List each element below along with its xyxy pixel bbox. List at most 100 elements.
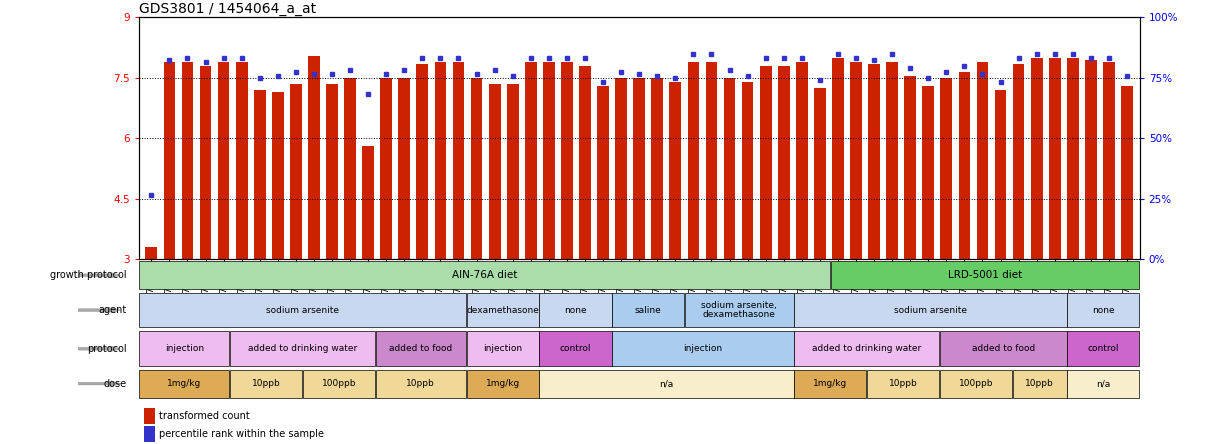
Bar <box>362 147 374 259</box>
Bar <box>867 370 939 397</box>
Bar <box>778 66 790 259</box>
Text: 100ppb: 100ppb <box>322 379 356 388</box>
Bar <box>597 86 609 259</box>
Text: GDS3801 / 1454064_a_at: GDS3801 / 1454064_a_at <box>139 2 316 16</box>
Bar <box>995 90 1007 259</box>
Text: none: none <box>1091 305 1114 315</box>
Bar <box>633 78 645 259</box>
Bar <box>230 331 375 366</box>
Bar <box>941 78 953 259</box>
Bar <box>615 78 627 259</box>
Bar <box>1067 331 1140 366</box>
Bar <box>613 293 684 328</box>
Bar <box>230 370 303 397</box>
Bar <box>1013 370 1066 397</box>
Text: 1mg/kg: 1mg/kg <box>486 379 520 388</box>
Text: dose: dose <box>104 379 127 388</box>
Bar <box>344 78 356 259</box>
Bar <box>139 370 229 397</box>
Bar <box>868 63 880 259</box>
Text: control: control <box>560 344 591 353</box>
Text: 10ppb: 10ppb <box>889 379 918 388</box>
Bar <box>507 84 519 259</box>
Text: sodium arsenite,
dexamethasone: sodium arsenite, dexamethasone <box>702 301 777 320</box>
Bar <box>651 78 663 259</box>
Bar <box>434 62 446 259</box>
Bar <box>886 62 898 259</box>
Bar <box>289 84 302 259</box>
Bar <box>724 78 736 259</box>
Bar <box>742 82 754 259</box>
Bar <box>939 331 1066 366</box>
Text: 10ppb: 10ppb <box>406 379 435 388</box>
Bar <box>923 86 935 259</box>
Text: protocol: protocol <box>87 344 127 354</box>
Text: added to drinking water: added to drinking water <box>248 344 357 353</box>
Bar <box>308 56 320 259</box>
Bar <box>543 62 555 259</box>
Bar <box>467 293 539 328</box>
Bar <box>416 63 428 259</box>
Bar <box>832 58 844 259</box>
Bar <box>669 82 681 259</box>
Bar <box>539 331 611 366</box>
Text: transformed count: transformed count <box>159 412 250 421</box>
Text: agent: agent <box>99 305 127 315</box>
Bar <box>326 84 338 259</box>
Bar <box>254 90 265 259</box>
Text: dexamethasone: dexamethasone <box>467 305 539 315</box>
Bar <box>1013 63 1024 259</box>
Text: 100ppb: 100ppb <box>959 379 993 388</box>
Bar <box>1085 59 1096 259</box>
Bar <box>470 78 482 259</box>
Bar <box>795 331 939 366</box>
Text: 1mg/kg: 1mg/kg <box>168 379 201 388</box>
Bar <box>795 370 866 397</box>
Text: sodium arsenite: sodium arsenite <box>267 305 339 315</box>
Bar <box>452 62 464 259</box>
Text: 10ppb: 10ppb <box>252 379 281 388</box>
Text: injection: injection <box>484 344 522 353</box>
Bar <box>687 62 699 259</box>
Text: control: control <box>1088 344 1119 353</box>
Bar <box>613 331 794 366</box>
Text: added to drinking water: added to drinking water <box>812 344 921 353</box>
Text: saline: saline <box>634 305 662 315</box>
Text: growth protocol: growth protocol <box>49 270 127 280</box>
Bar <box>271 92 283 259</box>
Text: sodium arsenite: sodium arsenite <box>894 305 967 315</box>
Bar <box>200 66 211 259</box>
Bar <box>182 62 193 259</box>
Bar <box>146 247 157 259</box>
Bar <box>1067 293 1140 328</box>
Bar <box>579 66 591 259</box>
Text: percentile rank within the sample: percentile rank within the sample <box>159 429 323 439</box>
Bar <box>561 62 573 259</box>
Bar <box>539 293 611 328</box>
Bar <box>488 84 500 259</box>
Text: 10ppb: 10ppb <box>1025 379 1054 388</box>
Bar <box>1067 58 1078 259</box>
Bar <box>850 62 862 259</box>
Bar <box>796 62 808 259</box>
Bar <box>375 370 466 397</box>
Bar <box>375 331 466 366</box>
Bar <box>959 72 971 259</box>
Bar <box>218 62 229 259</box>
Bar <box>380 78 392 259</box>
Text: n/a: n/a <box>1096 379 1111 388</box>
Bar <box>164 62 175 259</box>
Bar <box>831 262 1140 289</box>
Text: injection: injection <box>165 344 204 353</box>
Bar <box>706 62 718 259</box>
Bar <box>1067 370 1140 397</box>
Bar <box>139 331 229 366</box>
Text: AIN-76A diet: AIN-76A diet <box>452 270 517 280</box>
Bar <box>467 370 539 397</box>
Bar <box>685 293 794 328</box>
Bar <box>303 370 375 397</box>
Bar <box>977 62 989 259</box>
Bar <box>398 78 410 259</box>
Text: 1mg/kg: 1mg/kg <box>813 379 848 388</box>
Bar <box>145 426 156 442</box>
